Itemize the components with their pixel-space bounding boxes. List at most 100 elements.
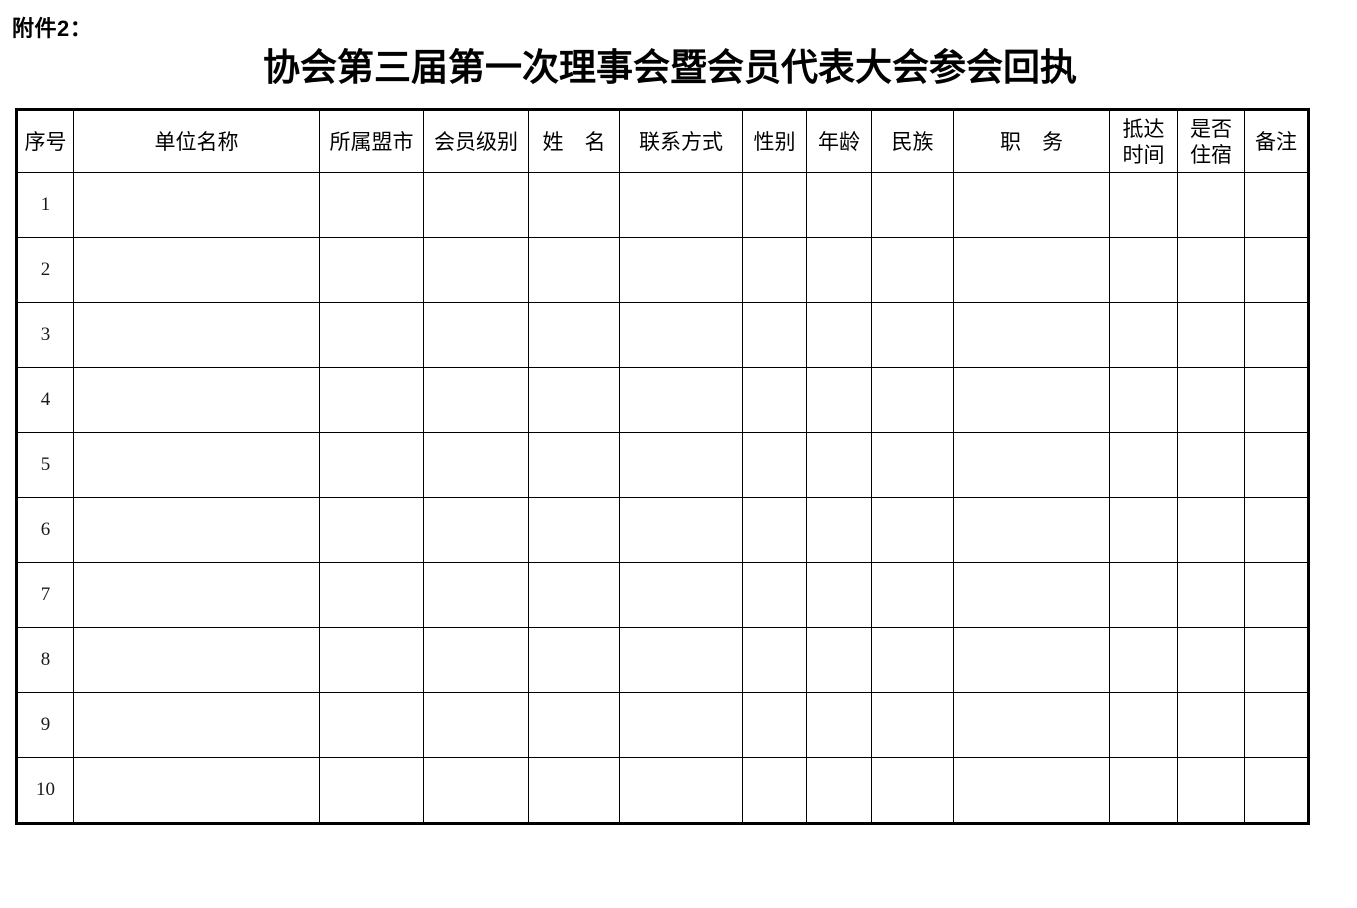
cell-lodging[interactable] [1177, 627, 1245, 693]
cell-age[interactable] [806, 692, 872, 758]
cell-lodging[interactable] [1177, 432, 1245, 498]
cell-age[interactable] [806, 757, 872, 824]
cell-unit_name[interactable] [73, 692, 320, 758]
cell-member_level[interactable] [423, 692, 529, 758]
cell-member_level[interactable] [423, 757, 529, 824]
cell-position[interactable] [953, 237, 1110, 303]
cell-remarks[interactable] [1244, 432, 1309, 498]
cell-gender[interactable] [742, 237, 807, 303]
cell-position[interactable] [953, 497, 1110, 563]
cell-remarks[interactable] [1244, 497, 1309, 563]
cell-member_level[interactable] [423, 237, 529, 303]
cell-member_level[interactable] [423, 172, 529, 238]
cell-league_city[interactable] [319, 692, 424, 758]
cell-name[interactable] [528, 692, 620, 758]
cell-age[interactable] [806, 367, 872, 433]
cell-league_city[interactable] [319, 757, 424, 824]
cell-ethnicity[interactable] [871, 302, 954, 368]
cell-contact[interactable] [619, 627, 743, 693]
cell-age[interactable] [806, 627, 872, 693]
cell-unit_name[interactable] [73, 757, 320, 824]
cell-remarks[interactable] [1244, 367, 1309, 433]
cell-unit_name[interactable] [73, 367, 320, 433]
cell-arrival_time[interactable] [1109, 757, 1178, 824]
cell-unit_name[interactable] [73, 302, 320, 368]
cell-league_city[interactable] [319, 432, 424, 498]
cell-ethnicity[interactable] [871, 562, 954, 628]
cell-name[interactable] [528, 562, 620, 628]
cell-unit_name[interactable] [73, 627, 320, 693]
cell-member_level[interactable] [423, 497, 529, 563]
cell-gender[interactable] [742, 692, 807, 758]
cell-remarks[interactable] [1244, 692, 1309, 758]
cell-age[interactable] [806, 497, 872, 563]
cell-league_city[interactable] [319, 302, 424, 368]
cell-remarks[interactable] [1244, 627, 1309, 693]
cell-league_city[interactable] [319, 497, 424, 563]
cell-name[interactable] [528, 172, 620, 238]
cell-remarks[interactable] [1244, 562, 1309, 628]
cell-lodging[interactable] [1177, 237, 1245, 303]
cell-position[interactable] [953, 757, 1110, 824]
cell-age[interactable] [806, 432, 872, 498]
cell-contact[interactable] [619, 302, 743, 368]
cell-gender[interactable] [742, 757, 807, 824]
cell-arrival_time[interactable] [1109, 497, 1178, 563]
cell-arrival_time[interactable] [1109, 172, 1178, 238]
cell-league_city[interactable] [319, 562, 424, 628]
cell-lodging[interactable] [1177, 172, 1245, 238]
cell-unit_name[interactable] [73, 432, 320, 498]
cell-ethnicity[interactable] [871, 432, 954, 498]
cell-member_level[interactable] [423, 562, 529, 628]
cell-gender[interactable] [742, 627, 807, 693]
cell-name[interactable] [528, 367, 620, 433]
cell-remarks[interactable] [1244, 172, 1309, 238]
cell-contact[interactable] [619, 172, 743, 238]
cell-name[interactable] [528, 497, 620, 563]
cell-ethnicity[interactable] [871, 497, 954, 563]
cell-unit_name[interactable] [73, 497, 320, 563]
cell-name[interactable] [528, 757, 620, 824]
cell-member_level[interactable] [423, 367, 529, 433]
cell-gender[interactable] [742, 172, 807, 238]
cell-arrival_time[interactable] [1109, 432, 1178, 498]
cell-lodging[interactable] [1177, 497, 1245, 563]
cell-position[interactable] [953, 367, 1110, 433]
cell-lodging[interactable] [1177, 757, 1245, 824]
cell-name[interactable] [528, 302, 620, 368]
cell-lodging[interactable] [1177, 562, 1245, 628]
cell-position[interactable] [953, 172, 1110, 238]
cell-contact[interactable] [619, 237, 743, 303]
cell-ethnicity[interactable] [871, 757, 954, 824]
cell-remarks[interactable] [1244, 237, 1309, 303]
cell-league_city[interactable] [319, 367, 424, 433]
cell-position[interactable] [953, 627, 1110, 693]
cell-remarks[interactable] [1244, 757, 1309, 824]
cell-contact[interactable] [619, 497, 743, 563]
cell-age[interactable] [806, 562, 872, 628]
cell-name[interactable] [528, 237, 620, 303]
cell-arrival_time[interactable] [1109, 367, 1178, 433]
cell-arrival_time[interactable] [1109, 237, 1178, 303]
cell-arrival_time[interactable] [1109, 302, 1178, 368]
cell-ethnicity[interactable] [871, 692, 954, 758]
cell-league_city[interactable] [319, 237, 424, 303]
cell-ethnicity[interactable] [871, 237, 954, 303]
cell-contact[interactable] [619, 367, 743, 433]
cell-gender[interactable] [742, 562, 807, 628]
cell-age[interactable] [806, 302, 872, 368]
cell-position[interactable] [953, 692, 1110, 758]
cell-ethnicity[interactable] [871, 627, 954, 693]
cell-lodging[interactable] [1177, 302, 1245, 368]
cell-name[interactable] [528, 432, 620, 498]
cell-arrival_time[interactable] [1109, 692, 1178, 758]
cell-contact[interactable] [619, 562, 743, 628]
cell-age[interactable] [806, 172, 872, 238]
cell-contact[interactable] [619, 432, 743, 498]
cell-member_level[interactable] [423, 302, 529, 368]
cell-age[interactable] [806, 237, 872, 303]
cell-gender[interactable] [742, 497, 807, 563]
cell-arrival_time[interactable] [1109, 562, 1178, 628]
cell-member_level[interactable] [423, 432, 529, 498]
cell-name[interactable] [528, 627, 620, 693]
